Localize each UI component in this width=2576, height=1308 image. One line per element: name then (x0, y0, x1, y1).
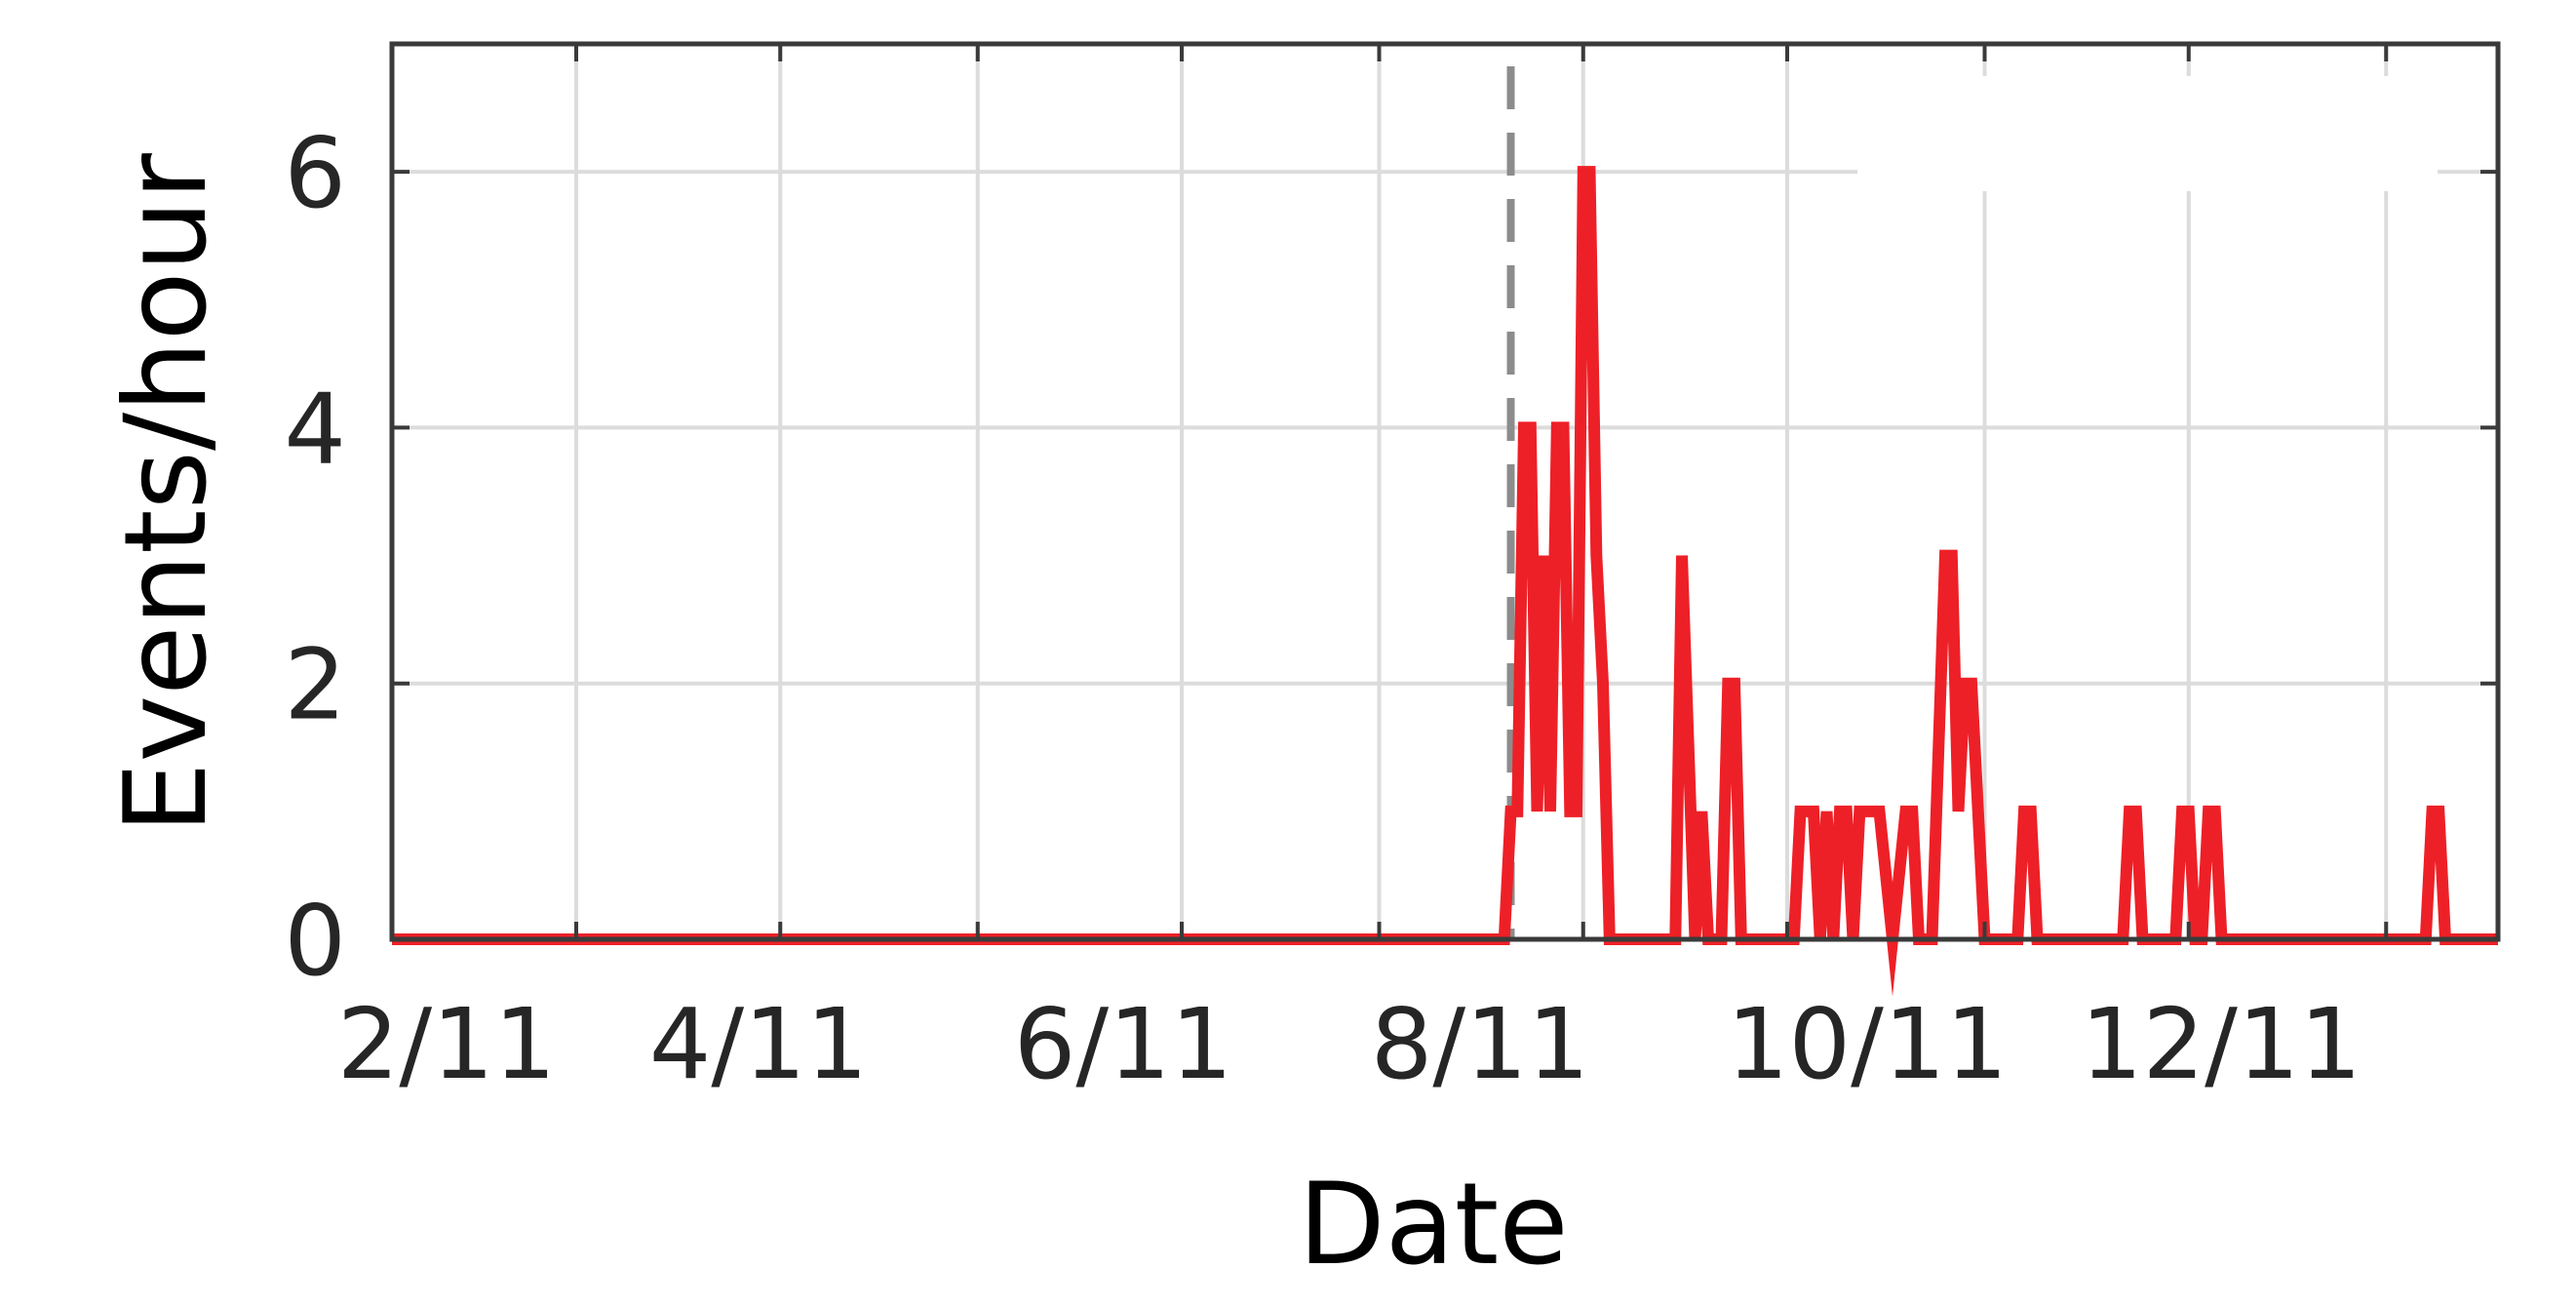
y-axis-title: Events/hour (100, 153, 232, 834)
series-line-0 (392, 166, 2498, 997)
y-tick-label: 2 (284, 628, 346, 742)
x-tick-label: 4/11 (649, 987, 869, 1101)
x-tick-label: 6/11 (1014, 987, 1233, 1101)
y-tick-label: 6 (284, 116, 346, 230)
x-tick-label: 2/11 (337, 987, 557, 1101)
axes-layer (389, 41, 2501, 942)
plot-area (392, 44, 2498, 939)
x-tick-label: 8/11 (1371, 987, 1590, 1101)
axes-frame (389, 41, 2501, 942)
tick-labels: 2/11 4/11 6/11 8/11 10/11 12/11 0 2 4 6 (284, 116, 2361, 1101)
series-layer (392, 166, 2498, 997)
x-tick-label: 10/11 (1727, 987, 2008, 1101)
x-tick-label: 12/11 (2081, 987, 2361, 1101)
gridlines (392, 44, 2498, 939)
legend-box (1857, 76, 2438, 191)
y-tick-label: 0 (284, 884, 346, 998)
y-tick-label: 4 (284, 372, 346, 486)
x-axis-title: Date (1298, 1159, 1568, 1290)
